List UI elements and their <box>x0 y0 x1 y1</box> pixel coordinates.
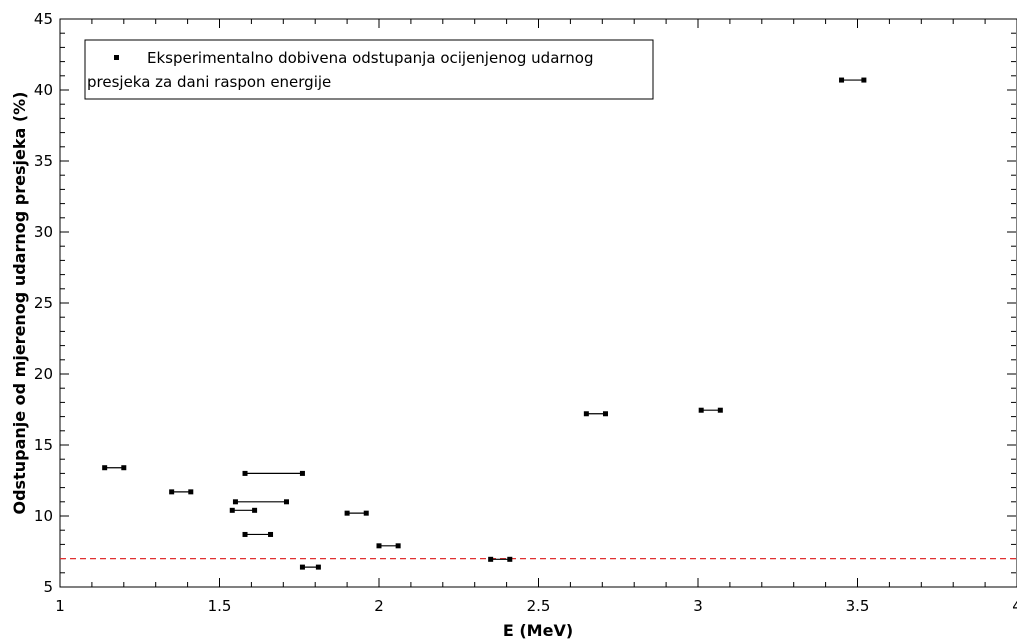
data-point-start <box>242 531 248 537</box>
plot-area <box>59 18 1017 588</box>
data-point-end <box>507 556 513 562</box>
data-point-start <box>698 407 704 413</box>
data-point-end <box>315 564 321 570</box>
x-axis-title: E (MeV) <box>503 621 573 640</box>
y-tick-label: 45 <box>34 10 53 28</box>
x-tick-label: 2 <box>374 597 384 615</box>
data-point-end <box>717 407 723 413</box>
data-point-end <box>121 465 127 471</box>
y-tick-label: 30 <box>34 223 53 241</box>
data-point-start <box>102 465 108 471</box>
legend-box <box>84 39 654 100</box>
y-tick-label: 5 <box>43 578 53 596</box>
data-point-start <box>232 499 238 505</box>
data-point-start <box>242 470 248 476</box>
x-tick-label: 3 <box>693 597 703 615</box>
data-point-start <box>344 510 350 516</box>
data-marks <box>102 77 867 570</box>
x-tick-label: 1 <box>55 597 65 615</box>
y-tick-label: 20 <box>34 365 53 383</box>
data-point-end <box>363 510 369 516</box>
data-point-end <box>268 531 274 537</box>
y-tick-label: 10 <box>34 507 53 525</box>
data-point-end <box>299 470 305 476</box>
x-tick-label: 3.5 <box>846 597 870 615</box>
data-point-start <box>376 543 382 549</box>
x-tick-label: 4 <box>1012 597 1017 615</box>
data-point-end <box>602 411 608 417</box>
data-point-end <box>861 77 867 83</box>
legend-text-line2: presjeka za dani raspon energije <box>87 73 331 91</box>
y-tick-label: 25 <box>34 294 53 312</box>
data-point-end <box>188 489 194 495</box>
data-point-end <box>252 507 258 513</box>
y-axis-title: Odstupanje od mjerenog udarnog presjeka … <box>10 92 29 515</box>
legend: Eksperimentalno dobivena odstupanja ocij… <box>84 39 654 100</box>
y-tick-label: 15 <box>34 436 53 454</box>
data-point-end <box>283 499 289 505</box>
data-point-start <box>299 564 305 570</box>
data-point-start <box>488 556 494 562</box>
data-point-end <box>395 543 401 549</box>
y-tick-label: 40 <box>34 81 53 99</box>
data-point-start <box>839 77 845 83</box>
data-point-start <box>229 507 235 513</box>
x-tick-label: 2.5 <box>527 597 551 615</box>
axis-tick-labels: 11.522.533.5451015202530354045 <box>34 10 1017 615</box>
data-point-start <box>583 411 589 417</box>
x-tick-label: 1.5 <box>208 597 232 615</box>
legend-text-line1: Eksperimentalno dobivena odstupanja ocij… <box>147 49 594 67</box>
y-tick-label: 35 <box>34 152 53 170</box>
data-point-start <box>169 489 175 495</box>
legend-marker <box>114 55 119 60</box>
axis-ticks <box>59 18 1017 588</box>
